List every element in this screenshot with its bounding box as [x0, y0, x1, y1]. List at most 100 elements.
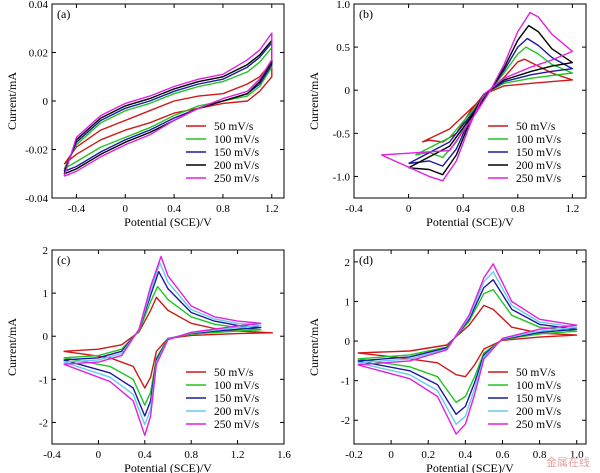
series-line-b-4 [381, 11, 574, 182]
y-tick-label-a-0: -0.04 [25, 193, 48, 205]
panels: -0.4 0 0.4 0.8 1.2 -0.04 -0.02 0 0.02 0.04 Potenti… [5, 0, 587, 473]
y-tick-label-a-3: 0.02 [29, 48, 48, 60]
series-group-c [63, 255, 274, 437]
legend-label-b-2: 150 mV/s [516, 147, 562, 159]
y-tick-label-b-1: -0.5 [333, 128, 351, 140]
legend-label-d-4: 250 mV/s [516, 419, 562, 431]
panel-label-c: (c) [57, 253, 70, 267]
y-tick-label-d-1: -1 [341, 376, 350, 388]
legend-label-a-1: 100 mV/s [214, 134, 260, 146]
series-line-c-4 [63, 255, 262, 437]
y-tick-label-a-1: -0.02 [25, 145, 48, 157]
y-axis-title-b: Current/mA [307, 72, 321, 130]
x-tick-label-d-1: 0 [388, 449, 394, 461]
y-tick-label-c-2: 0 [43, 331, 49, 343]
chart-panel-c: -0.4 0 0.4 0.8 1.2 1.6 -2 -1 0 1 2 Potential (SCE)/… [5, 245, 291, 473]
series-line-a-4 [63, 32, 273, 177]
watermark-text: 金属在线 [546, 455, 590, 469]
legend-label-c-0: 50 mV/s [214, 367, 254, 379]
x-tick-label-d-3: 0.4 [458, 449, 472, 461]
panel-label-b: (b) [359, 7, 373, 21]
x-tick-label-b-3: 0.8 [511, 203, 525, 215]
plot-frame-d [353, 249, 587, 445]
x-tick-label-b-4: 1.2 [565, 203, 579, 215]
x-tick-label-d-6: 1.0 [570, 449, 584, 461]
x-tick-label-a-4: 1.2 [265, 203, 279, 215]
chart-panel-a: -0.4 0 0.4 0.8 1.2 -0.04 -0.02 0 0.02 0.04 Potenti… [5, 0, 285, 229]
legend-label-c-1: 100 mV/s [214, 380, 260, 392]
y-tick-label-b-0: -1.0 [333, 171, 351, 183]
series-line-a-0 [63, 61, 273, 165]
plot-frame-c [51, 249, 285, 445]
legend-label-d-3: 200 mV/s [516, 406, 562, 418]
legend-label-b-4: 250 mV/s [516, 173, 562, 185]
x-tick-label-c-3: 0.8 [184, 449, 198, 461]
x-tick-label-b-1: 0 [406, 203, 412, 215]
y-axis-title-a: Current/mA [5, 72, 19, 130]
chart-panel-d: -0.2 0 0.2 0.4 0.6 0.8 1.0 -2 -1 0 1 2 Potential (SC… [307, 249, 587, 473]
y-tick-label-a-2: 0 [43, 96, 49, 108]
x-tick-label-b-2: 0.4 [456, 203, 470, 215]
panel-label-a: (a) [57, 7, 70, 21]
legend-label-c-3: 200 mV/s [214, 406, 260, 418]
legend-label-d-1: 100 mV/s [516, 380, 562, 392]
x-tick-label-c-4: 1.2 [231, 449, 245, 461]
x-tick-label-a-3: 0.8 [216, 203, 230, 215]
y-tick-label-c-0: -2 [39, 417, 48, 429]
y-tick-label-d-0: -2 [341, 415, 350, 427]
series-line-d-3 [357, 271, 578, 425]
x-tick-label-d-4: 0.6 [496, 449, 510, 461]
x-axis-title-b: Potential (SCE)/V [426, 215, 514, 229]
plot-frame-b [353, 3, 587, 199]
series-line-d-0 [357, 304, 578, 378]
x-axis-title-a: Potential (SCE)/V [124, 215, 212, 229]
y-axis-title-d: Current/mA [307, 318, 321, 376]
legend-label-a-3: 200 mV/s [214, 160, 260, 172]
y-tick-label-c-1: -1 [39, 374, 48, 386]
legend-label-a-0: 50 mV/s [214, 121, 254, 133]
y-tick-label-b-4: 1.0 [336, 0, 350, 11]
series-group-b [381, 11, 574, 182]
legend-label-a-4: 250 mV/s [214, 173, 260, 185]
y-tick-label-a-4: 0.04 [29, 0, 49, 11]
y-tick-label-c-4: 2 [43, 245, 49, 257]
series-group-d [357, 263, 578, 435]
series-line-c-0 [63, 296, 274, 389]
x-axis-title-d: Potential (SCE)/V [426, 461, 514, 473]
legend-label-d-0: 50 mV/s [516, 367, 556, 379]
x-tick-label-c-0: -0.4 [43, 449, 61, 461]
x-tick-label-a-1: 0 [123, 203, 129, 215]
legend-label-d-2: 150 mV/s [516, 393, 562, 405]
x-tick-label-b-0: -0.4 [345, 203, 363, 215]
series-group-a [63, 32, 273, 177]
x-tick-label-c-5: 1.6 [277, 449, 291, 461]
panel-label-d: (d) [359, 253, 373, 267]
legend-label-b-0: 50 mV/s [516, 121, 556, 133]
x-tick-label-c-2: 0.4 [138, 449, 152, 461]
x-tick-label-d-0: -0.2 [345, 449, 362, 461]
x-tick-label-a-0: -0.4 [68, 203, 86, 215]
x-tick-label-d-5: 0.8 [533, 449, 547, 461]
y-tick-label-d-2: 0 [345, 336, 351, 348]
x-tick-label-c-1: 0 [96, 449, 102, 461]
legend-label-b-3: 200 mV/s [516, 160, 562, 172]
y-axis-title-c: Current/mA [5, 318, 19, 376]
series-line-d-1 [357, 288, 578, 404]
x-axis-title-c: Potential (SCE)/V [124, 461, 212, 473]
legend-label-b-1: 100 mV/s [516, 134, 562, 146]
y-tick-label-c-3: 1 [43, 288, 49, 300]
legend-label-c-4: 250 mV/s [214, 419, 260, 431]
chart-panel-b: -0.4 0 0.4 0.8 1.2 -1.0 -0.5 0 0.5 1.0 Potential (… [307, 0, 587, 229]
series-line-d-2 [357, 279, 578, 415]
legend-label-c-2: 150 mV/s [214, 393, 260, 405]
x-tick-label-a-2: 0.4 [167, 203, 181, 215]
y-tick-label-b-2: 0 [345, 85, 351, 97]
x-tick-label-d-2: 0.2 [421, 449, 435, 461]
y-tick-label-b-3: 0.5 [336, 42, 350, 54]
y-tick-label-d-3: 1 [345, 296, 351, 308]
y-tick-label-d-4: 2 [345, 257, 351, 269]
